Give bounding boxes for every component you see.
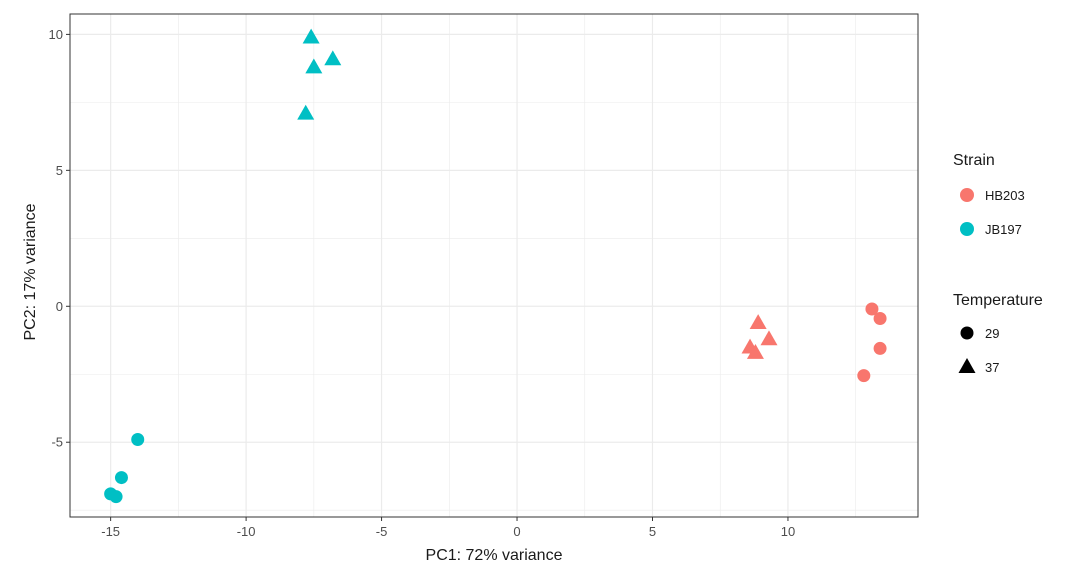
panel-border — [69, 13, 919, 518]
point-hb203-29 — [873, 341, 887, 355]
x-axis-ticks: -15 -10 -5 0 5 10 — [101, 517, 795, 539]
legend-label-jb197: JB197 — [985, 222, 1022, 237]
grid-lines — [70, 14, 918, 517]
point-jb197-29 — [131, 433, 145, 447]
point-hb203-37 — [746, 344, 764, 359]
legend: Strain HB203 JB197 Temperature 29 37 — [953, 152, 1043, 375]
point-jb197-37 — [302, 28, 320, 44]
x-tick-label: 5 — [649, 524, 656, 539]
point-hb203-37 — [749, 314, 767, 329]
x-tick-label: 10 — [781, 524, 795, 539]
legend-key-37 — [958, 358, 976, 373]
legend-key-jb197 — [960, 222, 974, 236]
point-jb197-29 — [114, 471, 128, 485]
legend-title-strain: Strain — [953, 152, 995, 169]
point-jb197-37 — [324, 50, 342, 66]
y-tick-label: 5 — [56, 163, 63, 178]
legend-key-29 — [960, 326, 974, 340]
y-tick-label: 0 — [56, 299, 63, 314]
x-tick-label: -15 — [101, 524, 120, 539]
y-axis-ticks: -5 0 5 10 — [49, 27, 70, 450]
point-hb203-29 — [873, 312, 887, 326]
point-hb203-29 — [857, 369, 871, 383]
x-tick-label: -10 — [237, 524, 256, 539]
legend-label-29: 29 — [985, 326, 999, 341]
point-jb197-37 — [305, 58, 323, 74]
point-jb197-37 — [297, 104, 315, 120]
data-points — [104, 28, 887, 504]
point-hb203-37 — [760, 330, 778, 346]
point-jb197-29 — [109, 490, 123, 504]
x-tick-label: 0 — [513, 524, 520, 539]
y-axis-title: PC2: 17% variance — [22, 203, 39, 340]
x-tick-label: -5 — [376, 524, 388, 539]
legend-title-temperature: Temperature — [953, 292, 1043, 309]
y-tick-label: -5 — [51, 435, 63, 450]
point-hb203-29 — [865, 302, 879, 316]
legend-label-hb203: HB203 — [985, 188, 1025, 203]
legend-key-hb203 — [960, 188, 974, 202]
x-axis-title: PC1: 72% variance — [426, 547, 563, 564]
legend-label-37: 37 — [985, 360, 999, 375]
y-tick-label: 10 — [49, 27, 63, 42]
panel-background — [70, 14, 918, 517]
